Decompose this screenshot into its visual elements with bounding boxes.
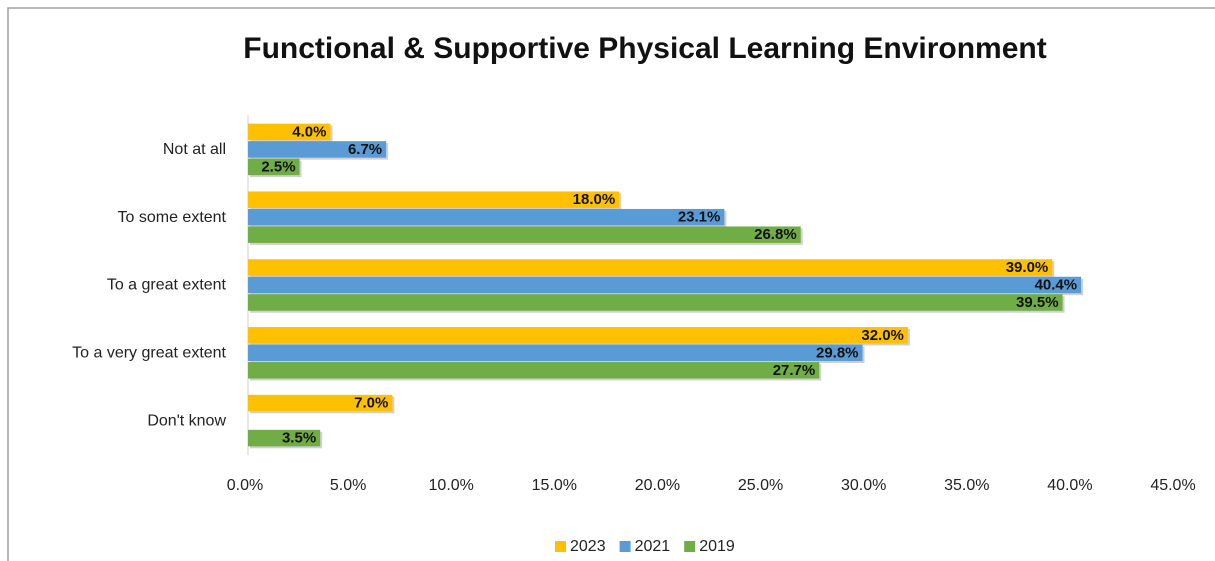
data-label: 32.0% [861, 327, 904, 344]
chart-title: Functional & Supportive Physical Learnin… [243, 32, 1046, 65]
bar [248, 141, 387, 158]
bar [248, 123, 331, 141]
x-tick-label: 5.0% [330, 477, 366, 494]
data-label: 27.7% [773, 362, 816, 379]
data-label: 18.0% [573, 191, 616, 208]
bar [248, 294, 1063, 311]
data-label: 39.5% [1016, 294, 1059, 311]
data-label: 39.0% [1006, 259, 1049, 276]
x-tick-label: 10.0% [429, 477, 474, 494]
data-label: 26.8% [754, 226, 797, 243]
legend-swatch [619, 541, 631, 552]
bar [248, 276, 1082, 294]
bar [248, 344, 863, 362]
legend-label: 2023 [570, 538, 606, 555]
x-tick-label: 25.0% [738, 477, 783, 494]
data-label: 40.4% [1035, 276, 1078, 293]
x-tick-label: 40.0% [1047, 477, 1092, 494]
bar [248, 362, 820, 379]
bar [248, 226, 801, 243]
data-label: 6.7% [348, 141, 382, 158]
bar [248, 429, 321, 447]
y-tick-label: Don't know [147, 412, 226, 429]
data-label: 4.0% [292, 123, 326, 140]
legend-label: 2019 [699, 538, 735, 555]
data-label: 29.8% [816, 344, 859, 361]
data-label: 2.5% [261, 158, 295, 175]
y-tick-label: To a great extent [107, 277, 227, 294]
y-tick-label: Not at all [163, 141, 226, 158]
y-tick-label: To a very great extent [72, 345, 226, 362]
bar [248, 259, 1053, 276]
x-tick-label: 35.0% [944, 477, 989, 494]
x-tick-label: 20.0% [635, 477, 680, 494]
chart-frame [7, 7, 1215, 561]
bar [248, 327, 908, 344]
x-tick-label: 15.0% [532, 477, 577, 494]
bar [248, 394, 393, 412]
bar [248, 191, 620, 208]
y-tick-label: To some extent [118, 209, 227, 226]
x-tick-label: 30.0% [841, 477, 886, 494]
x-tick-label: 45.0% [1150, 477, 1195, 494]
legend-label: 2021 [635, 538, 671, 555]
x-tick-label: 0.0% [227, 477, 263, 494]
bar [248, 158, 300, 176]
data-label: 3.5% [282, 430, 316, 447]
data-label: 23.1% [678, 209, 721, 226]
bar [248, 208, 725, 226]
legend-swatch [684, 541, 696, 552]
data-label: 7.0% [354, 395, 388, 412]
legend-swatch [555, 541, 566, 552]
